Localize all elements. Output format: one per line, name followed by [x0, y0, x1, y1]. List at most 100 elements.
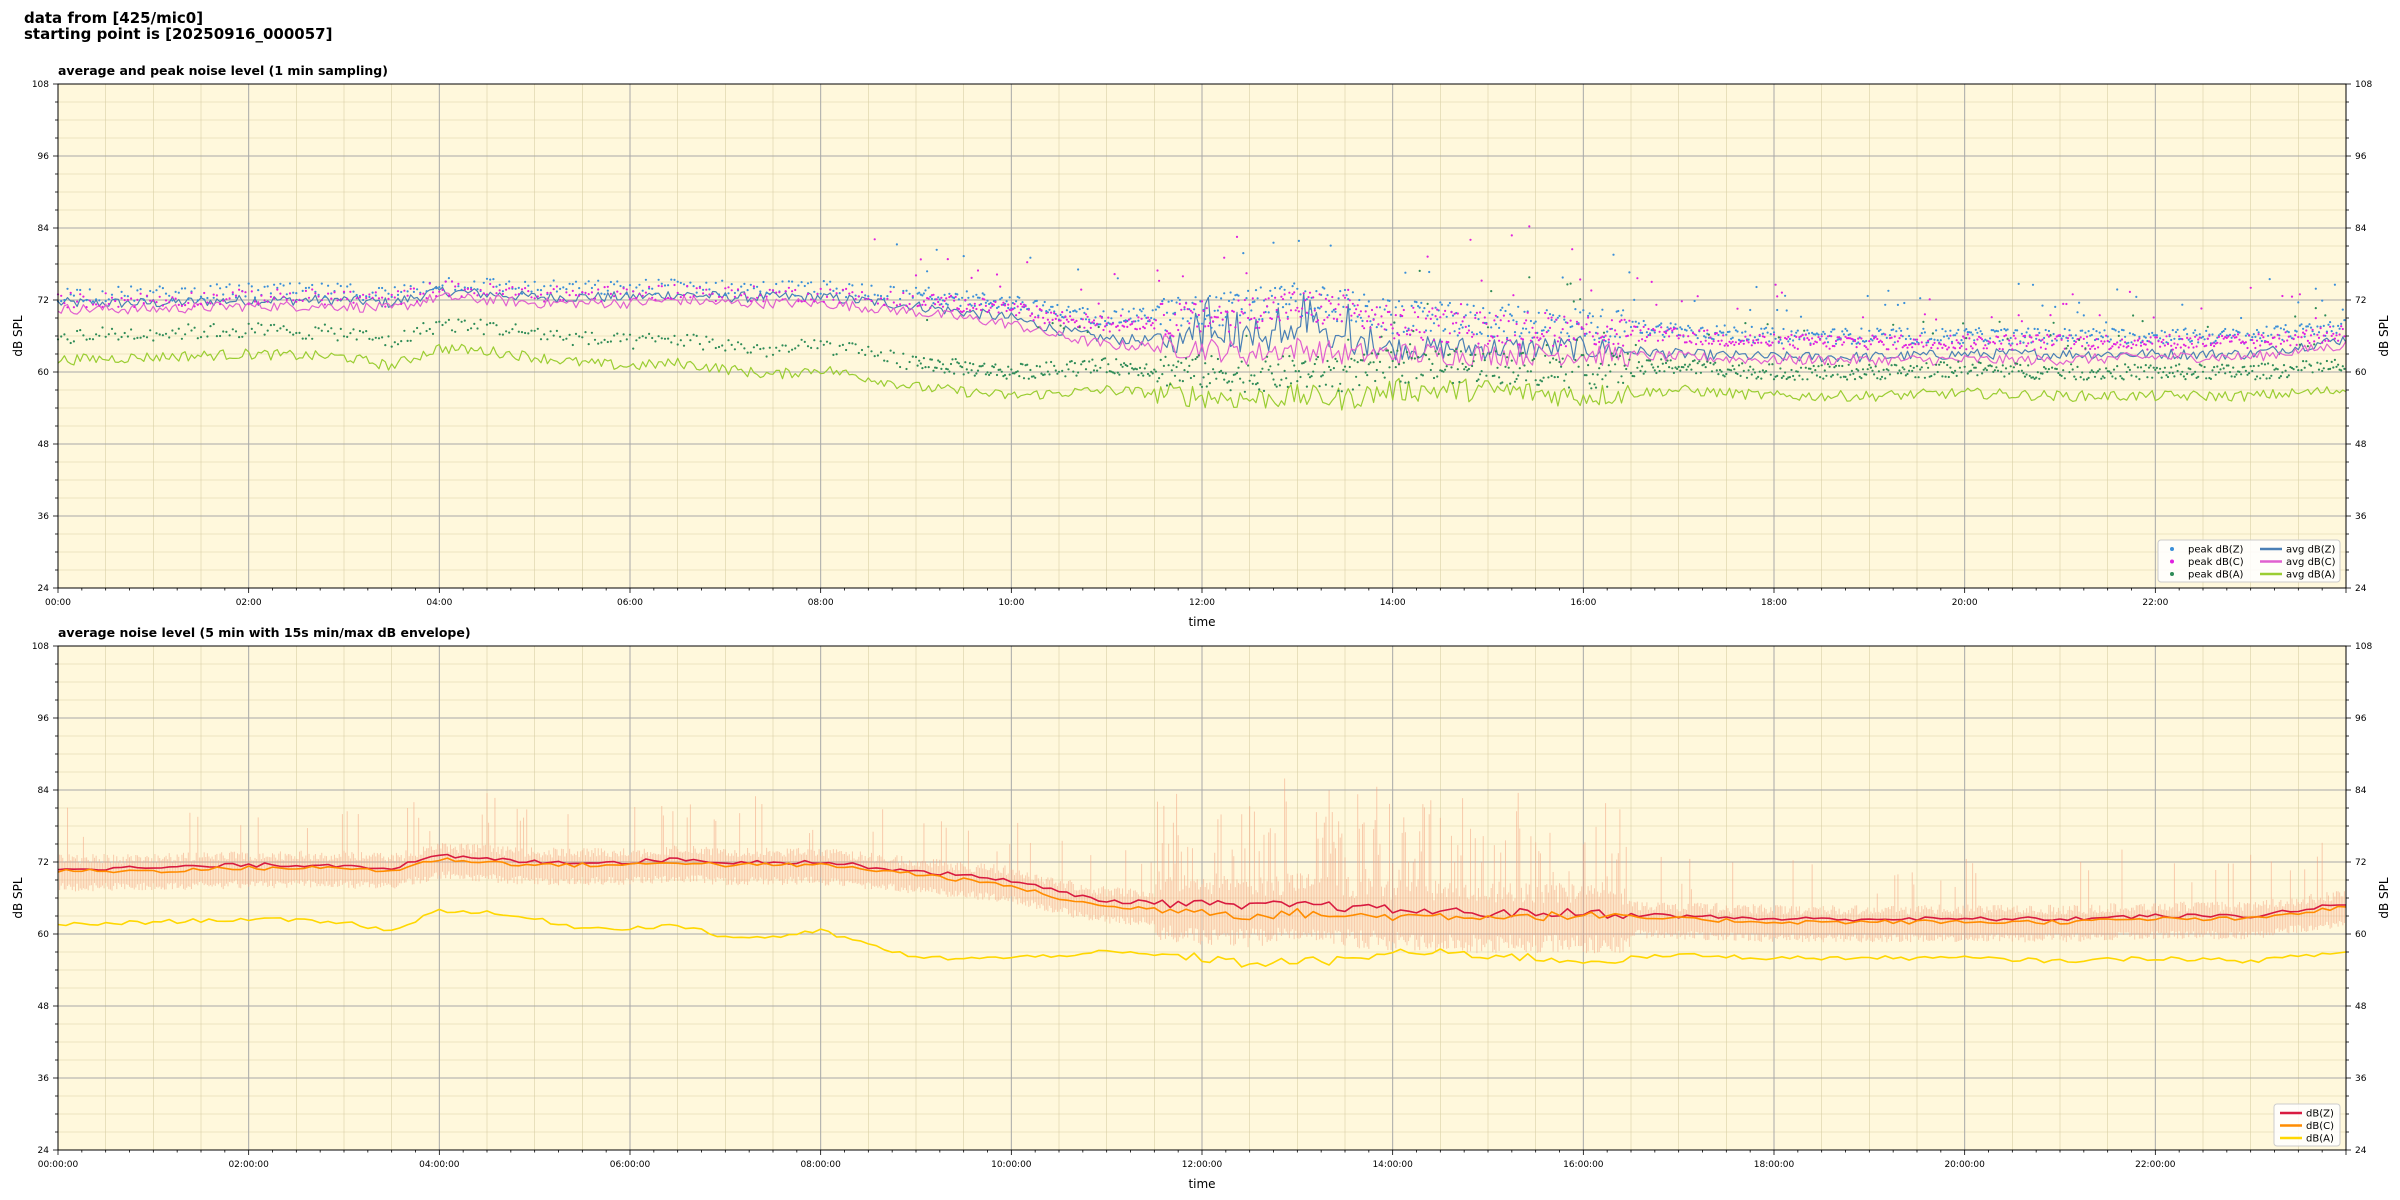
data-point [1833, 366, 1836, 369]
data-point [2184, 378, 2187, 381]
data-point [1420, 336, 1423, 339]
data-point [2246, 332, 2249, 335]
data-point [2154, 334, 2157, 337]
data-point [2294, 334, 2297, 337]
data-point [1337, 297, 1340, 300]
data-point [1299, 293, 1302, 296]
data-point [1089, 326, 1092, 329]
data-point [1086, 315, 1089, 318]
data-point [120, 335, 123, 339]
data-point [79, 293, 82, 296]
data-point [1763, 371, 1766, 374]
data-point [447, 277, 450, 280]
data-point [1553, 320, 1556, 323]
data-point [2160, 340, 2163, 344]
data-point [177, 327, 180, 330]
legend-label: avg dB(A) [2286, 570, 2336, 581]
data-point [1232, 310, 1235, 313]
data-point [593, 297, 597, 300]
data-point [1736, 330, 1739, 333]
data-point [919, 362, 922, 365]
data-point [1405, 333, 1409, 336]
data-point [1992, 329, 1995, 332]
data-point [559, 287, 562, 290]
data-point [886, 360, 889, 363]
data-point [926, 318, 929, 322]
data-point [2051, 339, 2054, 342]
data-point [937, 300, 940, 304]
data-point [1625, 321, 1628, 324]
data-point [1620, 319, 1623, 322]
data-point [2079, 376, 2082, 379]
data-point [1737, 364, 1741, 367]
data-point [1267, 311, 1270, 314]
data-point [234, 296, 238, 299]
data-point [1904, 374, 1907, 377]
data-point [965, 290, 968, 293]
data-point [778, 291, 781, 294]
data-point [1445, 365, 1448, 368]
data-point [1739, 374, 1742, 377]
data-point [1073, 309, 1076, 312]
data-point [1390, 313, 1393, 316]
data-point [1542, 376, 1545, 379]
data-point [1917, 376, 1920, 379]
data-point [1218, 324, 1221, 327]
chart-title: average and peak noise level (1 min samp… [58, 63, 388, 78]
data-point [1258, 326, 1261, 329]
y-tick-label-left: 48 [38, 440, 50, 450]
data-point [1464, 325, 1467, 328]
data-point [1412, 324, 1415, 327]
data-point [1841, 330, 1844, 333]
data-point [1995, 366, 1998, 369]
data-point [806, 292, 810, 296]
data-point [835, 353, 838, 356]
data-point [1817, 333, 1820, 336]
data-point [1469, 353, 1472, 356]
data-point [1772, 378, 1776, 381]
data-point [1107, 363, 1110, 366]
data-point [2267, 362, 2270, 365]
data-point [2262, 331, 2265, 335]
data-point [1336, 360, 1339, 363]
data-point [1281, 298, 1285, 301]
data-point [879, 297, 883, 300]
data-point [1590, 321, 1593, 324]
data-point [1590, 289, 1593, 292]
data-point [110, 293, 114, 296]
data-point [1753, 336, 1756, 339]
data-point [970, 304, 973, 307]
data-point [2098, 331, 2101, 334]
data-point [209, 302, 212, 305]
data-point [263, 299, 266, 302]
data-point [114, 299, 117, 303]
data-point [994, 363, 997, 366]
data-point [1153, 368, 1156, 371]
data-point [333, 332, 336, 335]
data-point [2036, 334, 2039, 337]
data-point [2135, 344, 2138, 347]
data-point [1556, 316, 1559, 319]
data-point [126, 335, 129, 338]
data-point [1720, 339, 1723, 342]
data-point [2275, 325, 2278, 328]
data-point [2055, 367, 2058, 371]
data-point [1119, 314, 1123, 317]
data-point [1479, 373, 1482, 376]
data-point [1896, 372, 1899, 375]
data-point [1077, 371, 1080, 374]
data-point [1459, 350, 1463, 353]
data-point [1981, 338, 1984, 341]
data-point [2087, 330, 2090, 333]
data-point [1973, 366, 1976, 369]
data-point [1717, 339, 1720, 343]
data-point [1785, 337, 1788, 341]
data-point [241, 290, 244, 293]
data-point [999, 298, 1002, 301]
data-point [1512, 319, 1515, 322]
data-point [1777, 340, 1780, 343]
data-point [546, 338, 549, 341]
data-point [945, 297, 948, 300]
data-point [1815, 374, 1818, 377]
